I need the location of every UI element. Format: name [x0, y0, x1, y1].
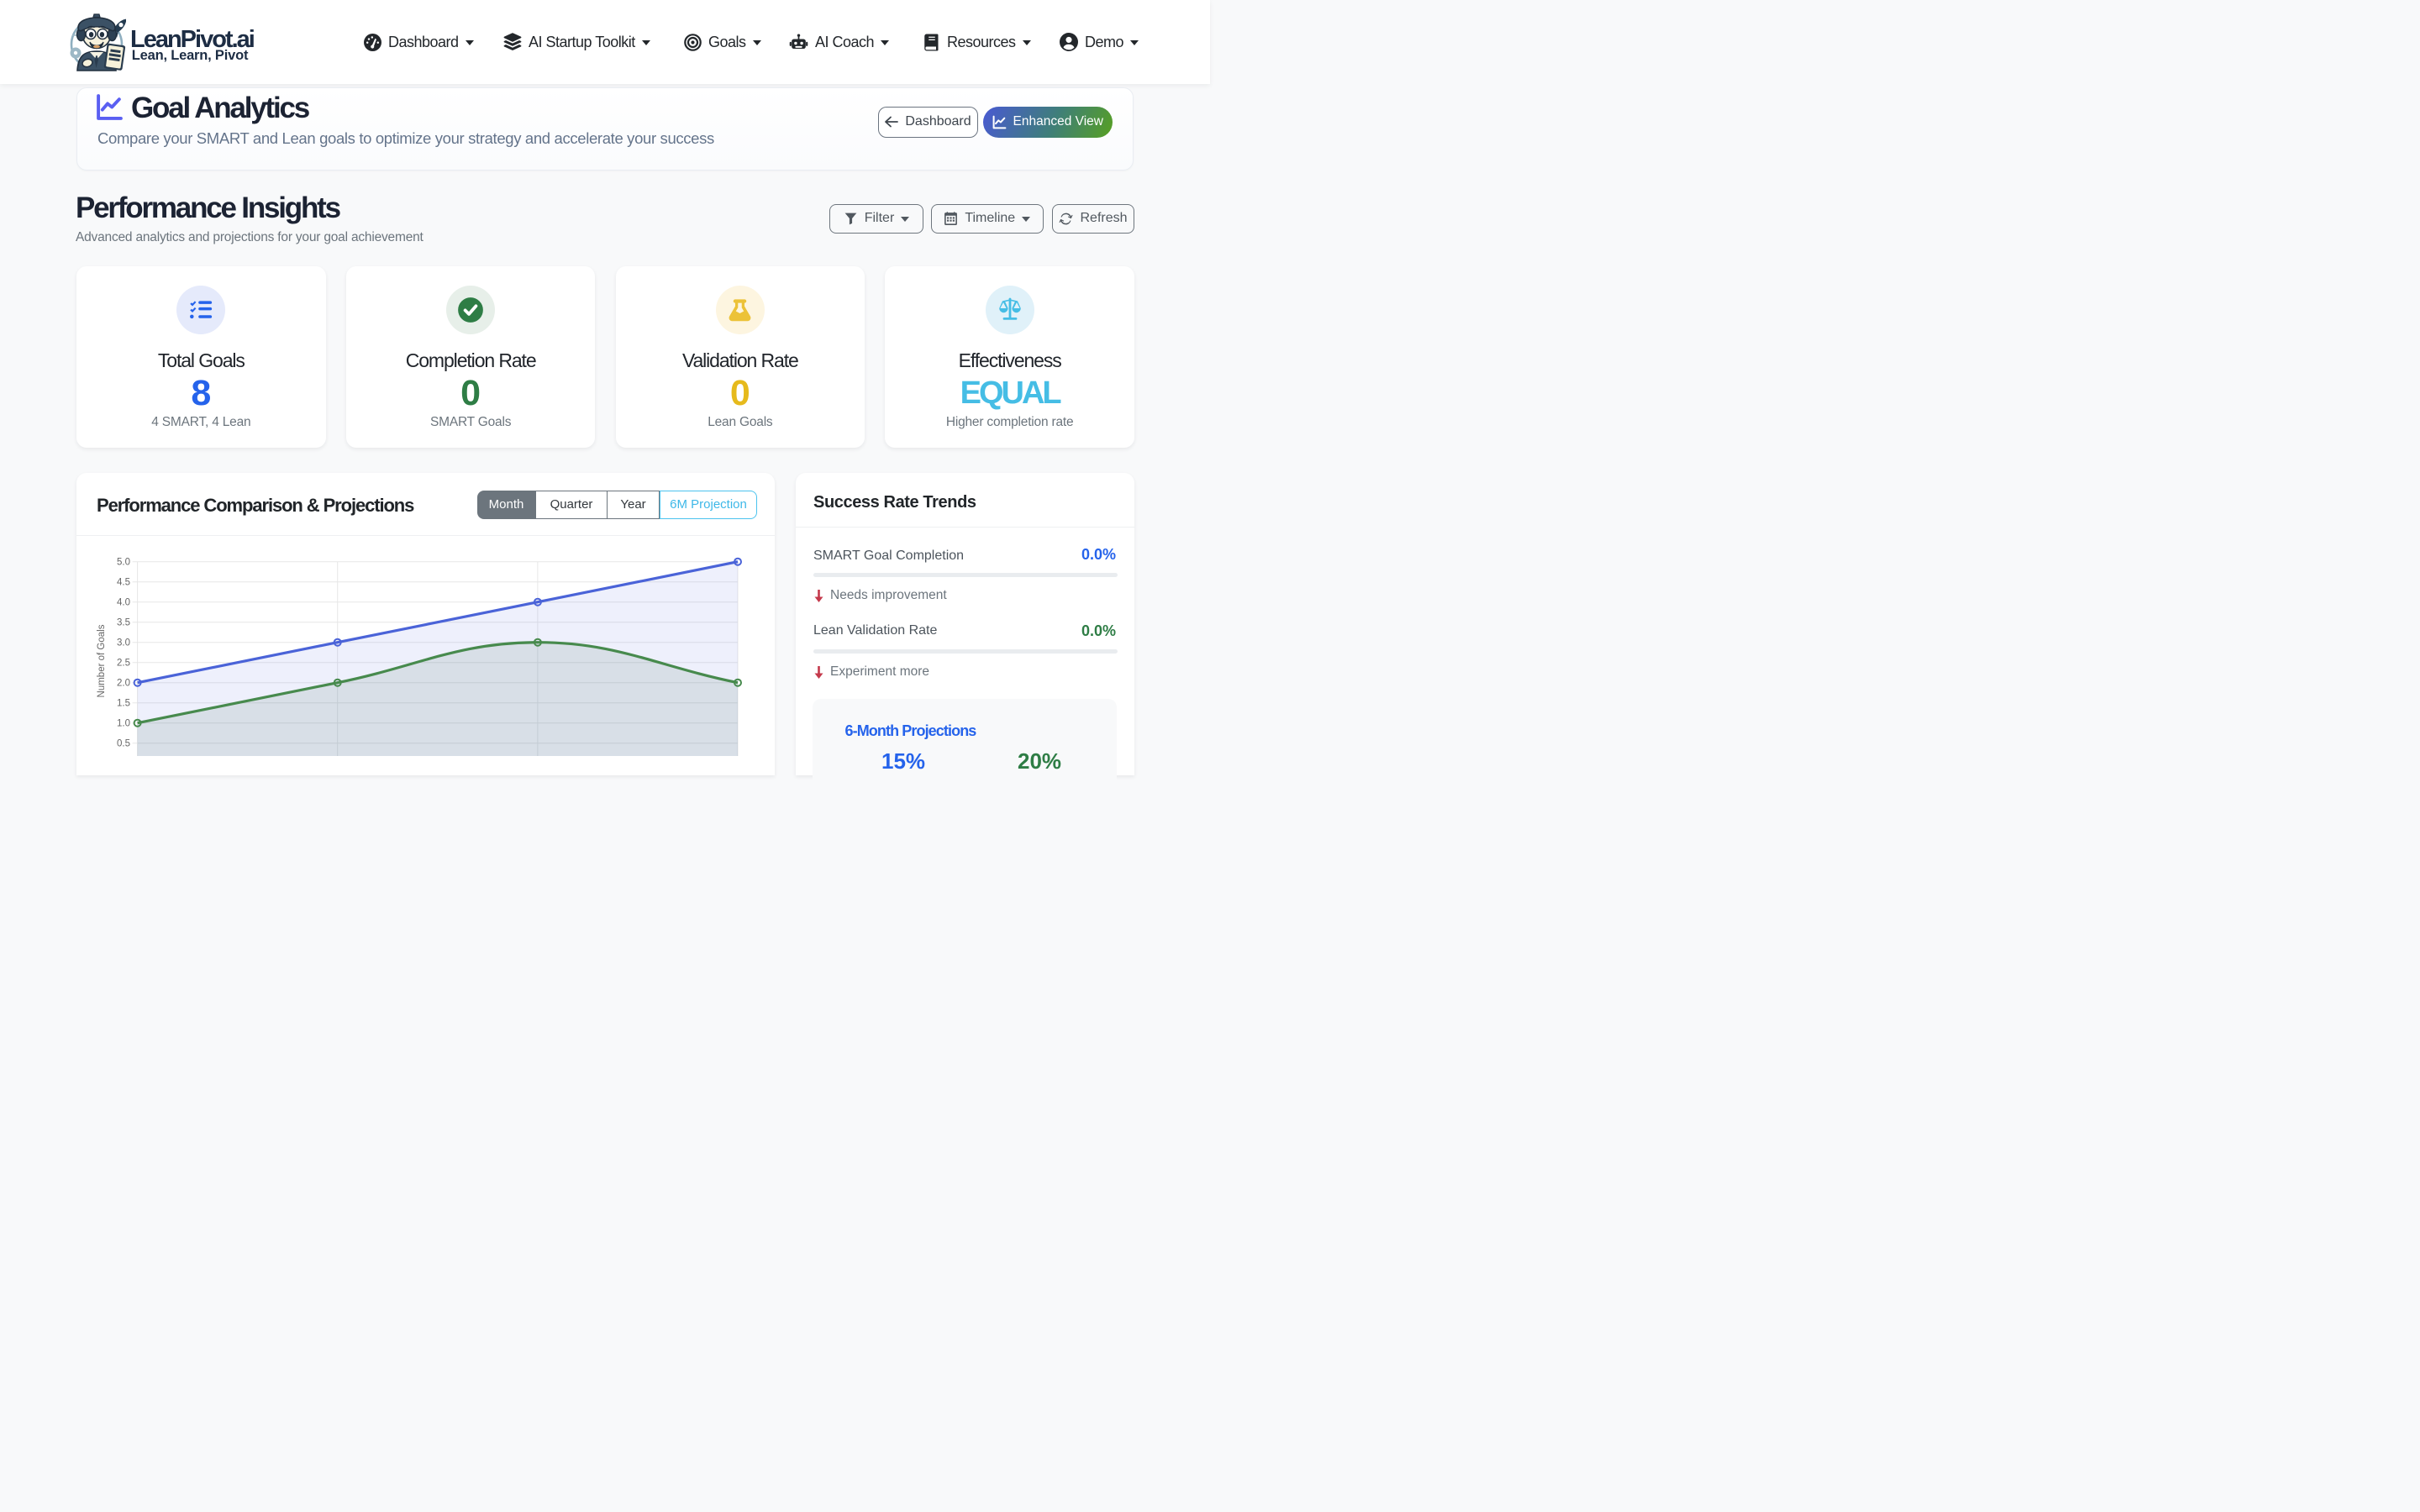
svg-text:1.5: 1.5	[117, 699, 130, 709]
svg-text:3.5: 3.5	[117, 618, 130, 628]
svg-text:2.0: 2.0	[117, 679, 130, 689]
svg-text:Number of Goals: Number of Goals	[97, 624, 107, 697]
svg-text:3.0: 3.0	[117, 638, 130, 648]
svg-text:2.5: 2.5	[117, 659, 130, 669]
svg-text:4.5: 4.5	[117, 578, 130, 588]
svg-text:4.0: 4.0	[117, 598, 130, 608]
svg-text:0.5: 0.5	[117, 739, 130, 749]
svg-text:1.0: 1.0	[117, 719, 130, 729]
svg-text:5.0: 5.0	[117, 558, 130, 568]
